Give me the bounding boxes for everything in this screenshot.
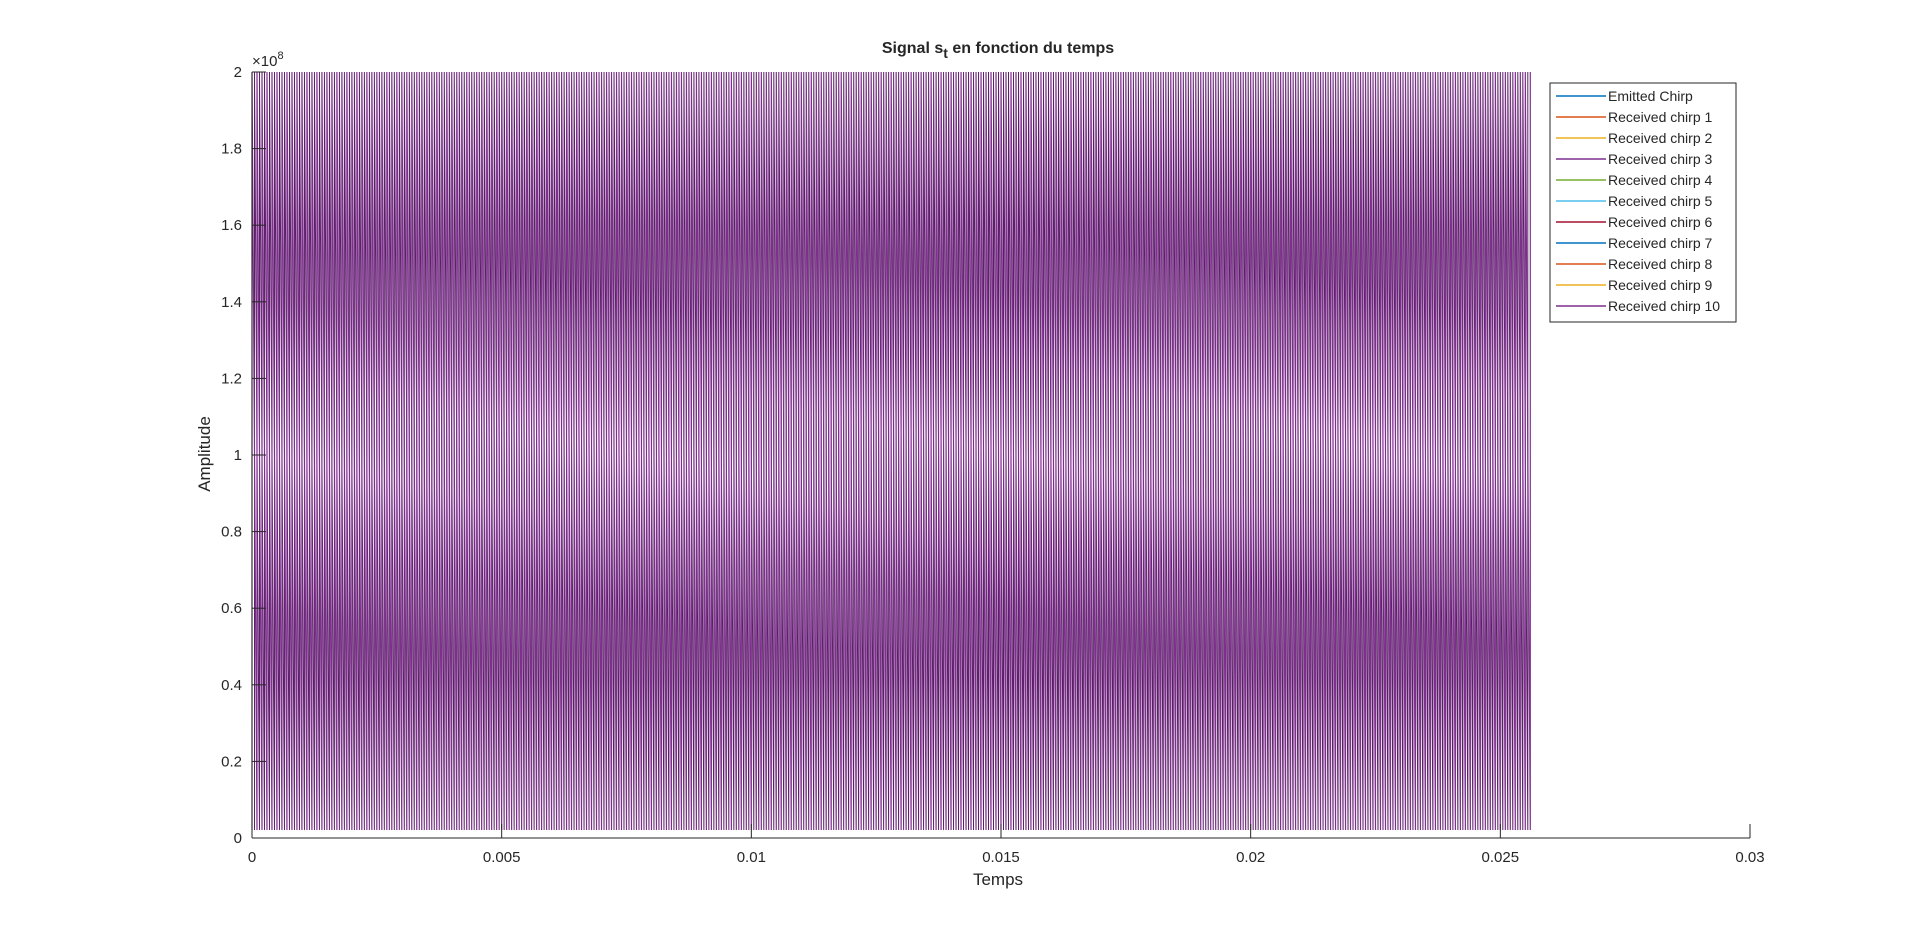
x-tick-label: 0.01	[737, 849, 766, 866]
legend[interactable]: Emitted Chirp Received chirp 1 Received ch…	[1549, 82, 1737, 323]
legend-label: Received chirp 9	[1608, 277, 1712, 293]
legend-item[interactable]: Received chirp 7	[1556, 235, 1712, 251]
x-tick-label: 0.03	[1735, 849, 1764, 866]
legend-item[interactable]: Received chirp 5	[1556, 193, 1712, 209]
y-tick-label: 0.6	[221, 600, 242, 617]
x-tick-label: 0.025	[1482, 849, 1520, 866]
legend-label: Received chirp 8	[1608, 256, 1712, 272]
x-tick-label: 0	[248, 849, 256, 866]
legend-label: Received chirp 10	[1608, 298, 1720, 314]
signal-traces	[251, 71, 1531, 831]
y-tick-label: 2	[234, 64, 242, 81]
y-tick-label: 0.8	[221, 524, 242, 541]
legend-item[interactable]: Received chirp 3	[1556, 151, 1712, 167]
x-tick-label: 0.015	[982, 849, 1020, 866]
y-tick-label: 1.2	[221, 370, 242, 387]
legend-label: Received chirp 7	[1608, 235, 1712, 251]
y-exponent-label: ×108	[252, 50, 284, 70]
legend-item[interactable]: Emitted Chirp	[1556, 88, 1693, 104]
legend-label: Received chirp 2	[1608, 130, 1712, 146]
legend-label: Received chirp 4	[1608, 172, 1712, 188]
ticks: 0 0.005 0.01 0.015 0.02 0.025 0.03 0 0.2 0.4 0.6 0.…	[221, 64, 1764, 866]
y-tick-label: 1.4	[221, 294, 242, 311]
legend-item[interactable]: Received chirp 6	[1556, 214, 1712, 230]
legend-item[interactable]: Received chirp 2	[1556, 130, 1712, 146]
x-tick-label: 0.02	[1236, 849, 1265, 866]
legend-label: Emitted Chirp	[1608, 88, 1693, 104]
legend-item[interactable]: Received chirp 4	[1556, 172, 1712, 188]
legend-label: Received chirp 6	[1608, 214, 1712, 230]
x-axis-label: Temps	[973, 870, 1023, 889]
y-tick-label: 0.4	[221, 677, 242, 694]
y-axis-label: Amplitude	[195, 416, 214, 492]
y-tick-label: 1.6	[221, 217, 242, 234]
legend-label: Received chirp 3	[1608, 151, 1712, 167]
y-tick-label: 0.2	[221, 753, 242, 770]
legend-box	[1549, 82, 1737, 323]
legend-item[interactable]: Received chirp 9	[1556, 277, 1712, 293]
chart-title-subscript: t	[943, 45, 948, 61]
signal-trace	[251, 71, 1531, 831]
y-tick-label: 1.8	[221, 141, 242, 158]
y-tick-label: 1	[234, 447, 242, 464]
chart-title: Signal st en fonction du temps	[882, 40, 1114, 61]
legend-item[interactable]: Received chirp 1	[1556, 109, 1712, 125]
x-tick-label: 0.005	[483, 849, 521, 866]
legend-item[interactable]: Received chirp 8	[1556, 256, 1712, 272]
legend-label: Received chirp 1	[1608, 109, 1712, 125]
y-tick-label: 0	[234, 830, 242, 847]
legend-label: Received chirp 5	[1608, 193, 1712, 209]
legend-item[interactable]: Received chirp 10	[1556, 298, 1720, 314]
